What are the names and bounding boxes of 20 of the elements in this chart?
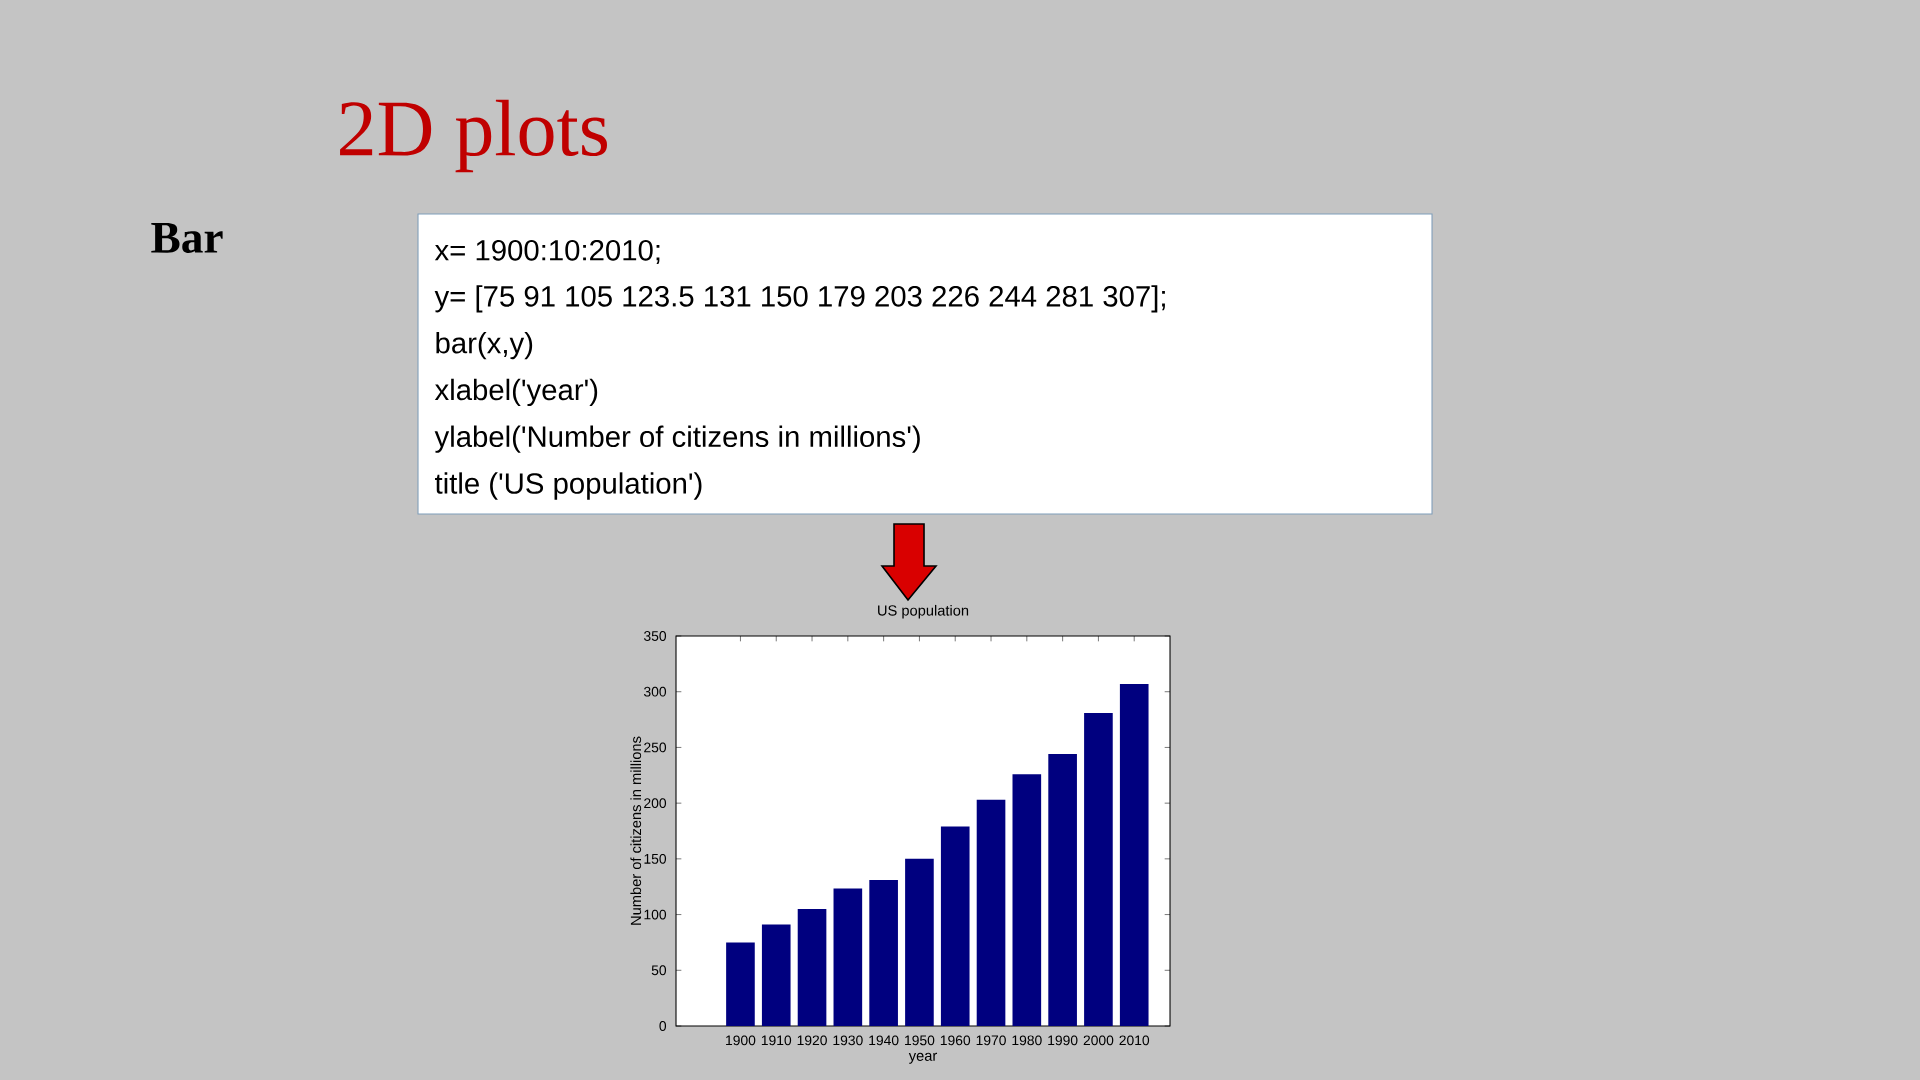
bar — [1012, 774, 1042, 1026]
bar — [833, 888, 863, 1026]
bar — [1048, 754, 1077, 1026]
text: bar(x,y) — [436, 331, 533, 360]
bar — [940, 826, 970, 1026]
bar — [976, 799, 1006, 1026]
bar — [1084, 712, 1113, 1026]
bar — [869, 880, 898, 1026]
chart-subtitle: 2D plots — [340, 99, 608, 173]
text: xlabel('year') — [434, 378, 598, 407]
bar — [797, 909, 827, 1026]
bar — [1119, 683, 1149, 1026]
text: Bar — [151, 222, 223, 254]
text: ylabel('Number of citizens in millions') — [434, 425, 920, 453]
bar — [761, 924, 791, 1026]
text: x= 1900:10:2010; — [434, 239, 660, 265]
text: title ('US population') — [435, 472, 702, 500]
bar — [905, 858, 934, 1026]
text: y= [75 91 105 123.5 131 150 179 203 226 244 281 307]; — [434, 285, 1165, 313]
bar — [726, 942, 755, 1026]
